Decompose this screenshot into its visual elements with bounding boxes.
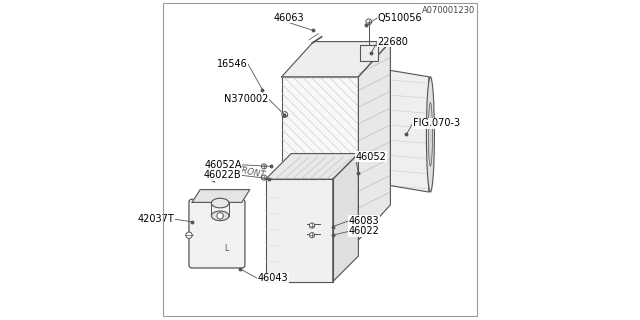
Text: A070001230: A070001230	[422, 6, 475, 15]
Circle shape	[310, 223, 315, 228]
Polygon shape	[282, 77, 358, 240]
Text: 46052A: 46052A	[204, 160, 242, 170]
Ellipse shape	[428, 103, 433, 166]
Text: 46083: 46083	[349, 216, 380, 226]
Text: Q510056: Q510056	[378, 12, 422, 23]
Polygon shape	[390, 70, 429, 192]
Circle shape	[262, 175, 267, 180]
Circle shape	[310, 233, 315, 238]
Ellipse shape	[426, 77, 435, 192]
Text: N370002: N370002	[225, 94, 269, 104]
Circle shape	[186, 232, 192, 238]
Text: 46063: 46063	[274, 12, 304, 23]
Text: 46052: 46052	[355, 152, 386, 162]
Ellipse shape	[211, 211, 229, 221]
Polygon shape	[333, 154, 358, 282]
Circle shape	[217, 212, 223, 219]
Text: 46022: 46022	[349, 226, 380, 236]
Text: 22680: 22680	[378, 36, 408, 47]
Circle shape	[262, 164, 267, 169]
Text: 16546: 16546	[217, 59, 248, 69]
Polygon shape	[192, 189, 250, 203]
FancyBboxPatch shape	[360, 45, 378, 61]
Text: 46022B: 46022B	[204, 170, 242, 180]
Ellipse shape	[211, 198, 229, 208]
Polygon shape	[266, 179, 333, 282]
Text: FIG.070-3: FIG.070-3	[413, 118, 460, 128]
Text: 46043: 46043	[258, 273, 288, 284]
FancyBboxPatch shape	[189, 199, 245, 268]
Circle shape	[282, 112, 288, 117]
Circle shape	[366, 19, 372, 25]
Polygon shape	[282, 42, 390, 77]
Text: 42037T: 42037T	[138, 214, 174, 224]
Polygon shape	[266, 154, 358, 179]
Text: FRONT: FRONT	[237, 165, 267, 180]
Text: L: L	[225, 244, 228, 252]
Polygon shape	[358, 42, 390, 240]
